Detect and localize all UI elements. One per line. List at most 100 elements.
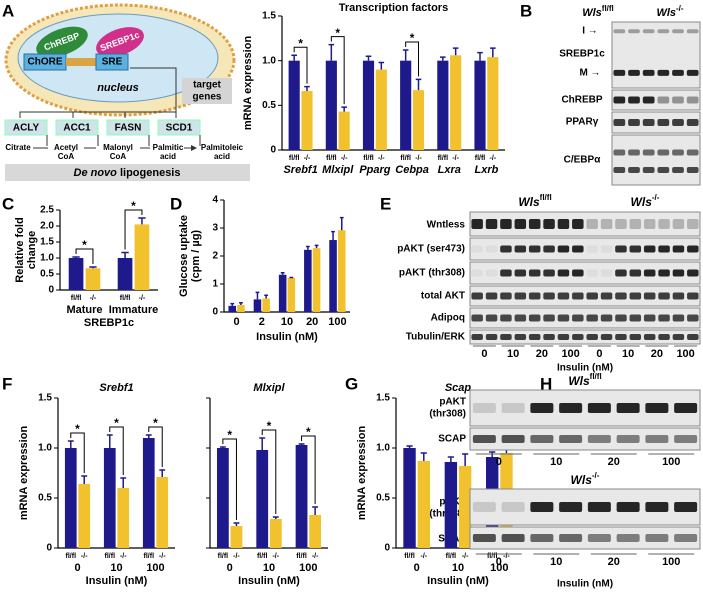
band bbox=[600, 314, 613, 322]
process-box bbox=[5, 164, 250, 181]
y-axis-label: Glucose uptake bbox=[178, 215, 190, 297]
series-label: fl/fl bbox=[144, 553, 155, 560]
blot-row bbox=[469, 526, 701, 550]
series-label: fl/fl bbox=[438, 155, 449, 162]
band bbox=[657, 167, 670, 173]
band bbox=[658, 292, 670, 300]
error-bar bbox=[255, 291, 260, 300]
bar bbox=[337, 230, 346, 312]
band bbox=[543, 219, 555, 229]
bar bbox=[287, 277, 296, 312]
bar bbox=[64, 448, 77, 548]
chart-title: Srebf1 bbox=[99, 382, 133, 394]
series-label: fl/fl bbox=[400, 155, 411, 162]
significance-label: * bbox=[153, 416, 158, 430]
x-tick-label: 100 bbox=[490, 562, 508, 574]
band bbox=[572, 334, 584, 340]
band bbox=[530, 403, 554, 413]
x-tick-label: 0 bbox=[227, 562, 233, 574]
error-bar bbox=[280, 272, 285, 275]
band bbox=[501, 403, 525, 413]
band bbox=[672, 334, 685, 340]
series-label: -/- bbox=[304, 155, 311, 162]
band bbox=[557, 292, 570, 300]
error-bar bbox=[328, 43, 335, 61]
band bbox=[586, 269, 598, 277]
blot-row bbox=[469, 237, 701, 261]
y-tick-label: 4 bbox=[212, 195, 218, 206]
error-bar bbox=[259, 437, 266, 450]
band bbox=[629, 334, 642, 340]
band bbox=[629, 269, 642, 277]
band bbox=[559, 534, 583, 542]
band bbox=[657, 149, 670, 156]
series-label: -/- bbox=[139, 295, 146, 302]
band bbox=[557, 334, 570, 340]
bar bbox=[230, 526, 243, 548]
x-tick-label: Pparg bbox=[359, 164, 390, 176]
band bbox=[528, 245, 541, 253]
band bbox=[471, 269, 483, 277]
band bbox=[485, 245, 498, 253]
arrow bbox=[46, 135, 201, 146]
bar bbox=[288, 60, 300, 150]
band bbox=[686, 96, 699, 104]
series-label: fl/fl bbox=[218, 553, 229, 560]
significance-label: * bbox=[131, 199, 136, 213]
band bbox=[472, 435, 496, 443]
band bbox=[615, 292, 627, 300]
band bbox=[613, 69, 626, 76]
significance-label: * bbox=[335, 26, 340, 40]
y-axis-label: mRNA expression bbox=[18, 426, 30, 521]
band bbox=[471, 245, 483, 253]
blot-row-label: Wntless bbox=[427, 220, 466, 231]
error-bar bbox=[312, 506, 319, 515]
connector bbox=[19, 67, 177, 118]
lane-label: 0 bbox=[496, 456, 502, 468]
band bbox=[600, 269, 613, 277]
y-tick-label: 2.0 bbox=[40, 221, 54, 232]
significance-label: * bbox=[410, 31, 415, 45]
panel-label: E bbox=[380, 194, 391, 213]
metabolite: Malonyl bbox=[103, 143, 133, 152]
band bbox=[674, 534, 698, 542]
bar bbox=[237, 305, 245, 312]
band bbox=[572, 269, 584, 277]
band bbox=[472, 534, 496, 542]
error-bar bbox=[219, 446, 226, 448]
x-axis-label: Insulin (nM) bbox=[427, 575, 489, 587]
error-bar bbox=[402, 49, 409, 61]
protein bbox=[96, 27, 144, 57]
band bbox=[586, 314, 598, 322]
x-tick-label: 0 bbox=[234, 316, 240, 328]
target-box bbox=[182, 78, 232, 104]
band bbox=[543, 314, 555, 322]
gene-box bbox=[55, 119, 99, 136]
error-bar bbox=[67, 440, 74, 448]
series-label: fl/fl bbox=[105, 553, 116, 560]
bar bbox=[216, 448, 229, 548]
x-axis-label: Insulin (nM) bbox=[557, 363, 613, 374]
band bbox=[642, 149, 655, 156]
genotype: Wls bbox=[582, 7, 602, 19]
band bbox=[674, 502, 698, 512]
series-label: -/- bbox=[452, 155, 459, 162]
band bbox=[514, 292, 527, 300]
band bbox=[687, 245, 699, 253]
band bbox=[615, 314, 627, 322]
band bbox=[658, 314, 670, 322]
blot-row bbox=[469, 285, 701, 307]
error-bar bbox=[120, 477, 127, 488]
blot-row-label: pAKT bbox=[439, 397, 466, 408]
y-tick-label: 1.0 bbox=[38, 443, 52, 454]
series-label: -/- bbox=[120, 553, 127, 560]
error-bar bbox=[331, 230, 335, 241]
process-part: lipogenesis bbox=[120, 167, 181, 179]
band bbox=[645, 435, 669, 443]
band bbox=[628, 29, 640, 34]
band bbox=[687, 314, 699, 322]
gene-label: ACC1 bbox=[63, 123, 91, 134]
lane-label: 0 bbox=[596, 348, 602, 360]
error-bar bbox=[145, 434, 152, 438]
gene-box bbox=[106, 119, 150, 136]
